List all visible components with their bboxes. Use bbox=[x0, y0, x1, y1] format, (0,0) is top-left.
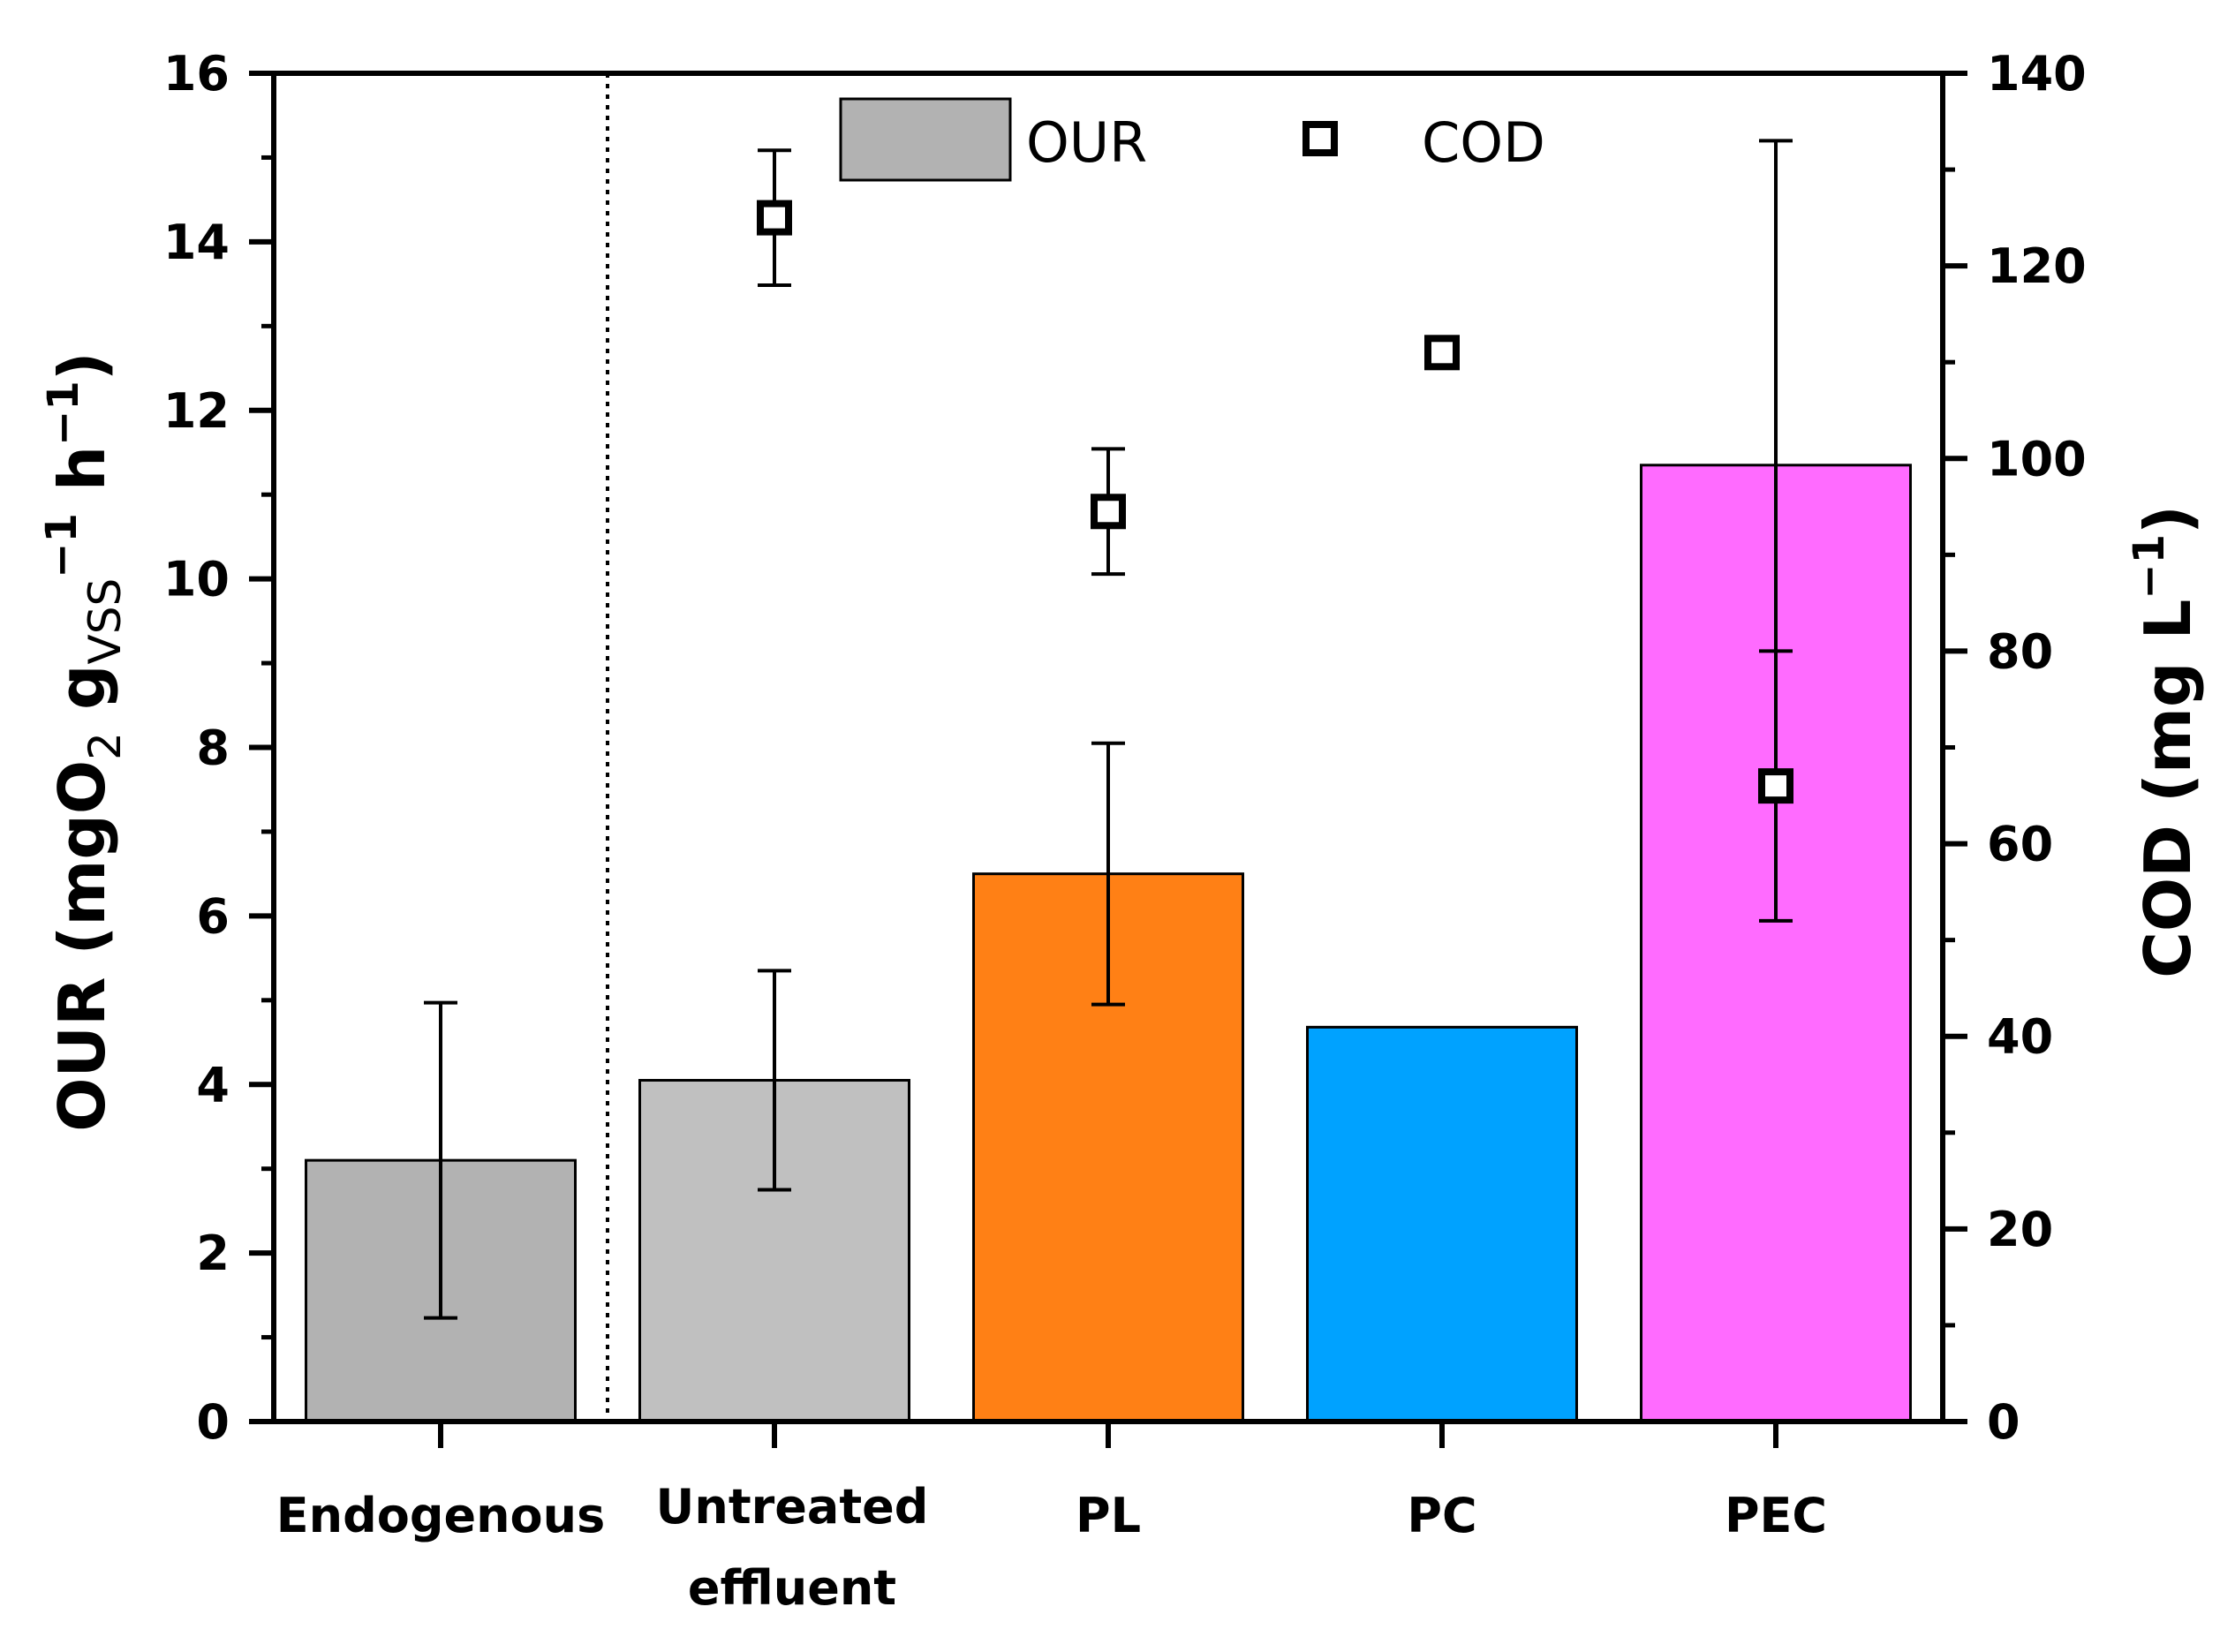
left-tick-label-5: 10 bbox=[163, 552, 230, 607]
left-tick-label-8: 16 bbox=[163, 46, 230, 102]
left-axis-title: OUR (mgO2 gVSS−1 h−1) bbox=[37, 351, 131, 1131]
right-tick-label-3: 60 bbox=[1987, 817, 2053, 872]
right-tick-label-1: 20 bbox=[1987, 1202, 2053, 1257]
category-label-0: Endogenous bbox=[276, 1488, 606, 1543]
error-bars-layer bbox=[424, 139, 1793, 1320]
category-label-4: PEC bbox=[1725, 1488, 1827, 1543]
category-label-3: PC bbox=[1407, 1488, 1476, 1543]
cod-markers-layer bbox=[757, 200, 1793, 804]
legend: OUR COD bbox=[839, 97, 1545, 182]
our-error-2 bbox=[1091, 741, 1125, 1007]
category-label-2: PL bbox=[1076, 1488, 1141, 1543]
cod-marker-2 bbox=[1091, 494, 1126, 530]
left-tick-label-6: 12 bbox=[163, 383, 230, 439]
our-error-0 bbox=[424, 1000, 457, 1320]
left-tick-label-0: 0 bbox=[196, 1394, 230, 1450]
category-labels: Endogenous Untreated effluent PL PC PEC bbox=[276, 1479, 1827, 1616]
legend-our-label: OUR bbox=[1026, 110, 1147, 175]
cod-marker-1 bbox=[757, 200, 792, 236]
right-tick-label-2: 40 bbox=[1987, 1009, 2053, 1065]
category-label-1-line-1: effluent bbox=[688, 1560, 896, 1616]
left-tick-label-4: 8 bbox=[196, 720, 230, 776]
legend-cod-marker bbox=[1302, 121, 1338, 156]
category-label-1-line-0: Untreated bbox=[656, 1479, 929, 1535]
right-tick-label-7: 140 bbox=[1987, 46, 2087, 102]
legend-our-swatch bbox=[839, 97, 1012, 182]
right-tick-label-6: 120 bbox=[1987, 238, 2087, 294]
right-tick-label-5: 100 bbox=[1987, 431, 2087, 487]
cod-marker-4 bbox=[1758, 768, 1793, 804]
legend-cod-label: COD bbox=[1422, 110, 1545, 175]
bar-our-3 bbox=[1306, 1025, 1578, 1423]
our-error-1 bbox=[758, 969, 791, 1192]
left-tick-label-3: 6 bbox=[196, 888, 230, 944]
left-tick-label-2: 4 bbox=[196, 1057, 230, 1113]
right-tick-label-4: 80 bbox=[1987, 623, 2053, 679]
cod-marker-3 bbox=[1424, 335, 1460, 371]
left-axis-ticks: 0 2 4 6 8 10 12 14 16 bbox=[163, 46, 274, 1450]
left-tick-label-7: 14 bbox=[163, 215, 230, 270]
left-tick-label-1: 2 bbox=[196, 1226, 230, 1281]
right-tick-label-0: 0 bbox=[1987, 1394, 2020, 1450]
right-axis-title: COD (mg L−1) bbox=[2125, 505, 2205, 978]
right-axis-ticks: 0 20 40 60 80 100 120 140 bbox=[1943, 46, 2087, 1450]
